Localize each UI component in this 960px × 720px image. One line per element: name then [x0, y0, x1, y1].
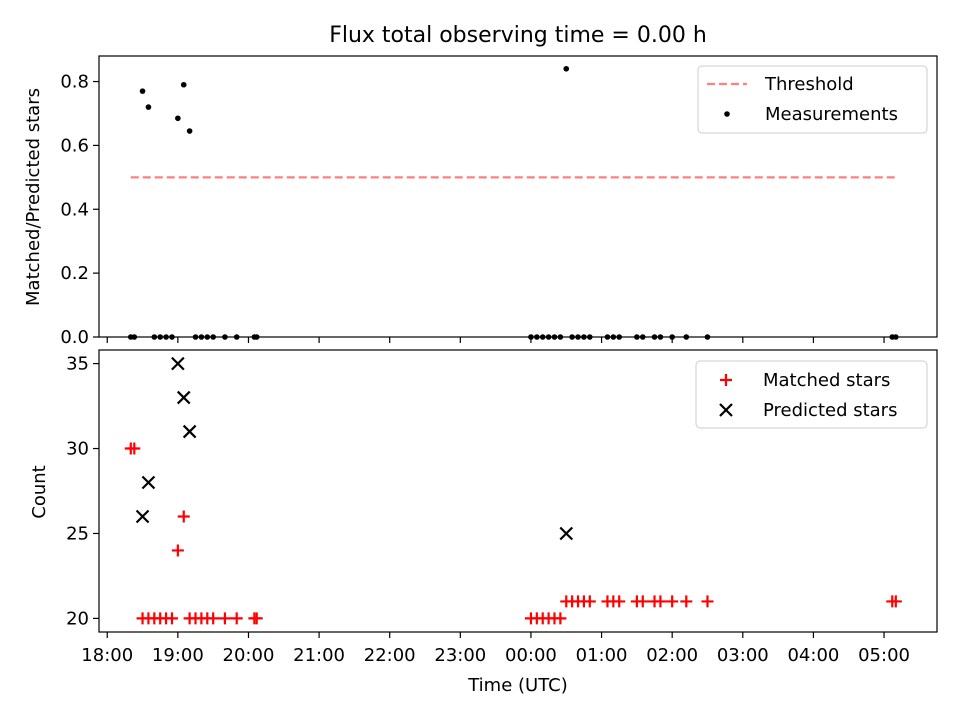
matched-star-point	[654, 595, 667, 608]
matched-star-point	[889, 595, 902, 608]
predicted-legend-label: Predicted stars	[763, 400, 897, 421]
y-tick-label: 35	[66, 354, 89, 375]
measurement-point	[563, 65, 570, 72]
ratio-panel: Flux total observing time = 0.00 h 0.00.…	[23, 23, 938, 348]
matched-star-point	[230, 612, 243, 625]
x-tick-label: 21:00	[293, 645, 345, 666]
y-tick-label: 0.6	[60, 135, 89, 156]
x-tick-label: 18:00	[81, 645, 133, 666]
x-tick-label: 02:00	[646, 645, 698, 666]
legend-box	[695, 360, 928, 429]
matched-star-point	[128, 442, 141, 455]
matched-star-point	[701, 595, 714, 608]
measurement-point	[145, 104, 152, 110]
matched-star-point	[554, 612, 567, 625]
matched-legend-swatch	[720, 374, 732, 386]
x-tick-label: 22:00	[364, 645, 416, 666]
y-tick-label: 25	[66, 523, 89, 544]
chart-title: Flux total observing time = 0.00 h	[329, 23, 707, 48]
count-panel-marks	[124, 356, 902, 625]
matched-star-point	[250, 612, 263, 625]
predicted-legend-swatch	[719, 403, 733, 417]
ratio-panel-x-ticks	[106, 337, 885, 343]
y-tick-label: 0.4	[60, 199, 89, 220]
ratio-panel-y-axis: 0.0 0.2 0.4 0.6 0.8	[60, 72, 99, 348]
ratio-panel-frame	[98, 55, 938, 338]
x-tick-label: 20:00	[223, 645, 275, 666]
matched-star-point	[636, 595, 649, 608]
legend-box	[697, 65, 928, 134]
measurements-legend-swatch	[724, 111, 730, 117]
matched-star-point	[680, 595, 693, 608]
count-panel-y-label: Count	[29, 465, 50, 518]
matched-star-point	[165, 612, 178, 625]
measurements-legend-label: Measurements	[765, 104, 898, 125]
y-tick-label: 20	[66, 608, 89, 629]
y-tick-label: 30	[66, 439, 89, 460]
threshold-legend-label: Threshold	[764, 74, 854, 95]
predicted-star-point	[141, 475, 156, 490]
predicted-star-point	[135, 509, 150, 524]
matched-star-point	[207, 612, 220, 625]
matched-star-point	[666, 595, 679, 608]
matched-star-point	[583, 595, 596, 608]
count-panel-x-axis: 18:00 19:00 20:00 21:00 22:00 23:00 00:00 01:00…	[81, 632, 910, 666]
count-panel: 20 25 30 35 18:00 19:00 20:00 21:00 22:00 23:00 0…	[29, 349, 938, 696]
measurement-point	[186, 128, 193, 134]
matched-legend-label: Matched stars	[763, 370, 890, 391]
ratio-panel-legend: Threshold Measurements	[697, 65, 928, 134]
measurement-point	[180, 81, 187, 88]
y-tick-label: 0.0	[60, 327, 89, 348]
x-tick-label: 04:00	[787, 645, 839, 666]
measurement-point	[139, 88, 146, 94]
x-tick-label: 19:00	[152, 645, 204, 666]
predicted-star-point	[171, 356, 185, 371]
count-panel-y-axis: 20 25 30 35	[66, 354, 99, 629]
measurement-point	[175, 115, 181, 122]
matched-star-point	[613, 595, 626, 608]
x-tick-label: 05:00	[858, 645, 910, 666]
matched-star-point	[218, 612, 231, 625]
x-tick-label: 01:00	[576, 645, 628, 666]
count-panel-x-label: Time (UTC)	[467, 675, 568, 696]
x-tick-label: 00:00	[505, 645, 557, 666]
predicted-star-point	[182, 424, 197, 439]
count-panel-frame	[98, 349, 938, 633]
y-tick-label: 0.2	[60, 263, 89, 284]
x-tick-label: 23:00	[434, 645, 486, 666]
matched-star-point	[177, 510, 190, 523]
predicted-star-point	[559, 526, 574, 541]
ratio-panel-y-label: Matched/Predicted stars	[23, 88, 44, 306]
x-tick-label: 03:00	[717, 645, 769, 666]
predicted-star-point	[176, 390, 191, 405]
y-tick-label: 0.8	[60, 72, 89, 93]
matched-star-point	[171, 544, 184, 557]
count-panel-legend: Matched stars Predicted stars	[695, 360, 928, 429]
